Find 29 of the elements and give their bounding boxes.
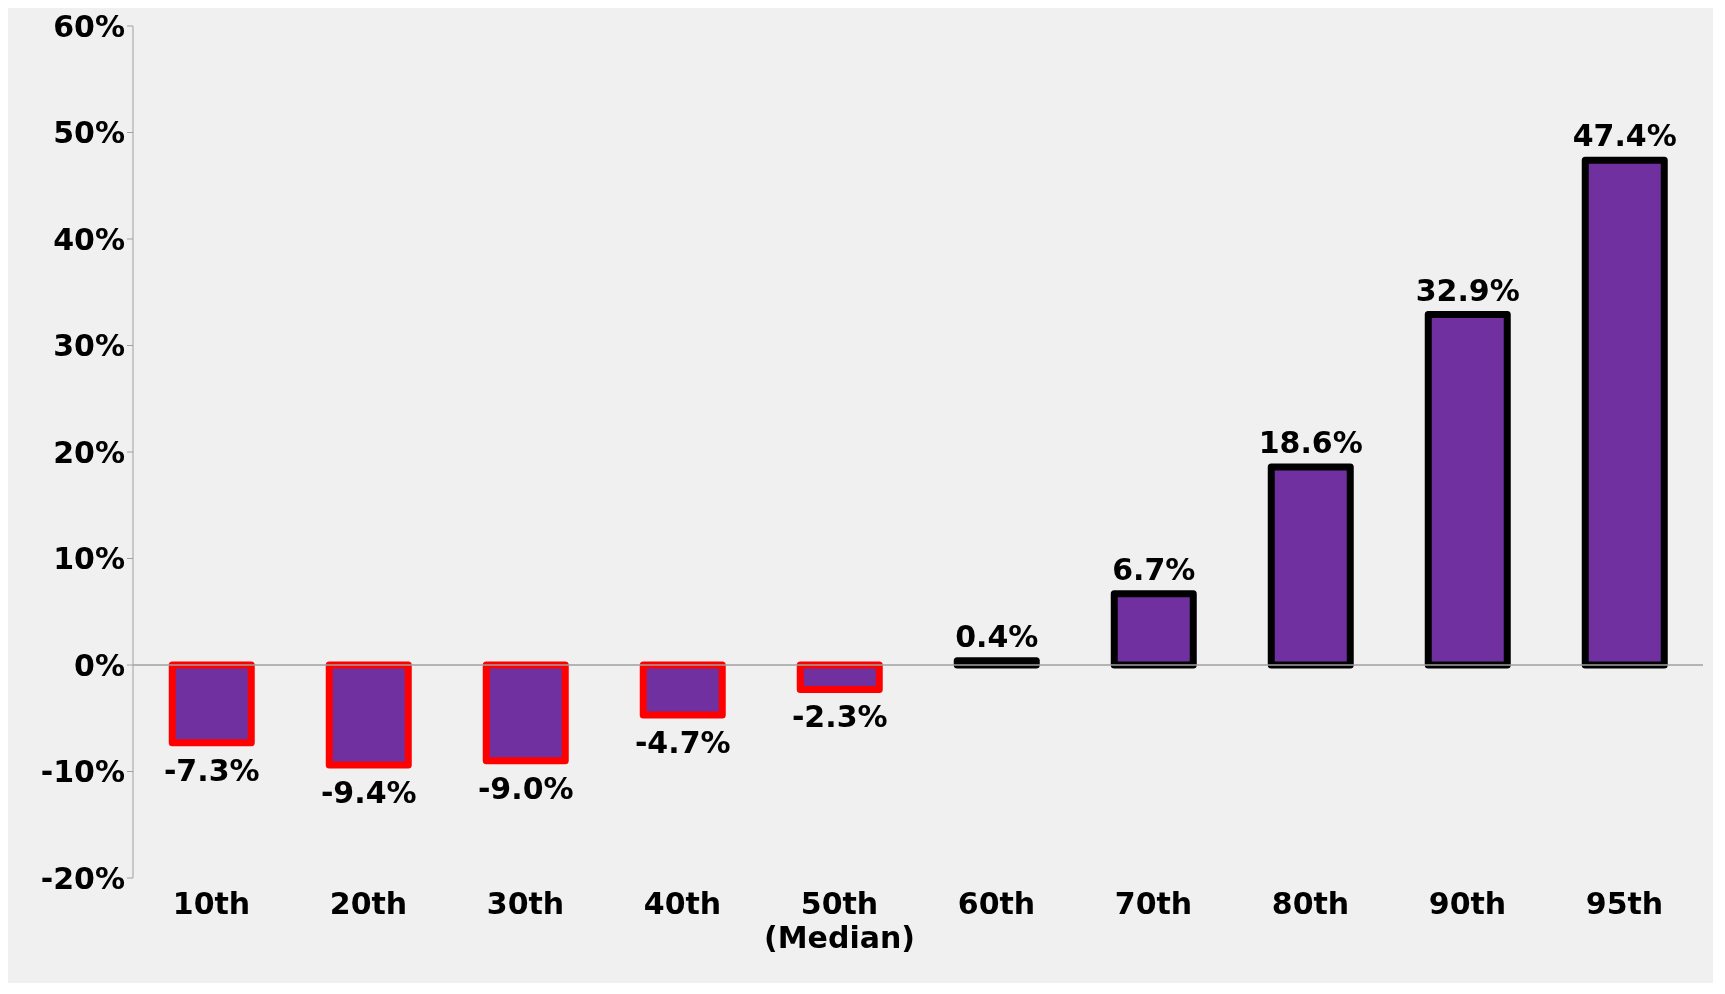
data-label: -2.3% [791,699,888,735]
data-label: 18.6% [1258,424,1363,460]
data-label: -9.0% [477,770,574,806]
y-tick-label: 60% [53,8,125,44]
y-tick-label: 20% [53,434,125,470]
data-label: 0.4% [955,618,1039,654]
x-tick-label: 40th [643,886,722,921]
x-tick-label: 10th [172,886,251,921]
y-tick-label: -20% [40,860,125,896]
y-tick-label: -10% [40,754,125,790]
x-tick-label: 95th [1585,886,1664,921]
x-tick-label: 50th (Median) [764,886,915,955]
y-tick-label: 10% [53,541,125,577]
data-label: 6.7% [1112,551,1196,587]
data-label: -7.3% [163,752,260,788]
x-tick-label: 30th [486,886,565,921]
y-tick-label: 50% [53,115,125,151]
y-tick-label: 30% [53,328,125,364]
data-label: 32.9% [1415,272,1520,308]
y-tick-label: 0% [74,647,125,683]
data-label: 47.4% [1572,118,1677,154]
data-label: -4.7% [634,725,731,761]
x-tick-label: 90th [1428,886,1507,921]
x-tick-label: 70th [1114,886,1193,921]
x-tick-label: 80th [1271,886,1350,921]
data-label: -9.4% [320,775,417,811]
y-tick-label: 40% [53,221,125,257]
x-tick-label: 60th [957,886,1036,921]
x-tick-label: 20th [329,886,408,921]
